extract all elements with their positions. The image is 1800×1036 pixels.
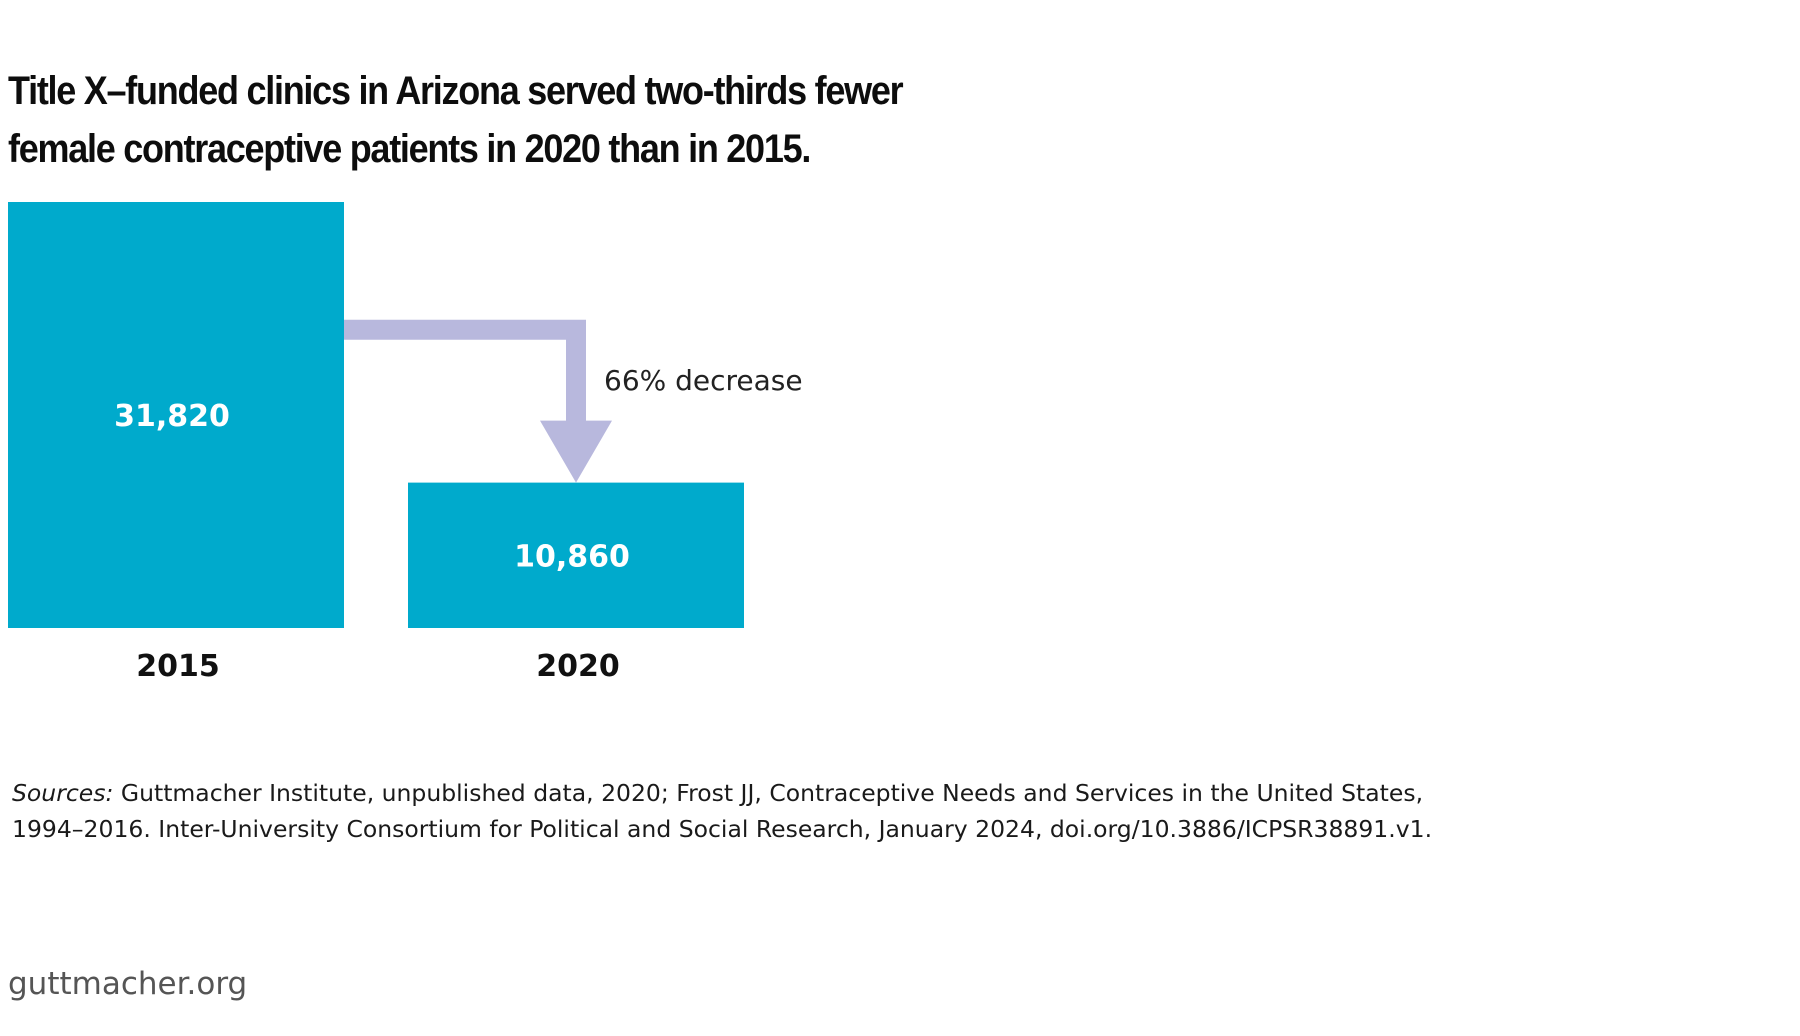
bar-chart: 31,820 2015 10,860 2020 66% decrease: [8, 202, 803, 684]
bar-value-label: 10,860: [514, 539, 630, 574]
sources-label: Sources:: [12, 779, 114, 807]
category-label: 2020: [536, 649, 620, 684]
sources-note: Sources: Guttmacher Institute, unpublish…: [12, 775, 1452, 847]
bar-2020: [408, 482, 744, 628]
chart-title: Title X–funded clinics in Arizona served…: [8, 69, 904, 171]
sources-text: Guttmacher Institute, unpublished data, …: [12, 779, 1433, 843]
site-credit: guttmacher.org: [8, 966, 248, 1002]
decrease-annotation: 66% decrease: [604, 364, 803, 397]
category-label: 2015: [136, 649, 220, 684]
bar-value-label: 31,820: [114, 399, 230, 434]
decrease-arrow: [344, 319, 612, 483]
bar-2015: [8, 202, 344, 628]
